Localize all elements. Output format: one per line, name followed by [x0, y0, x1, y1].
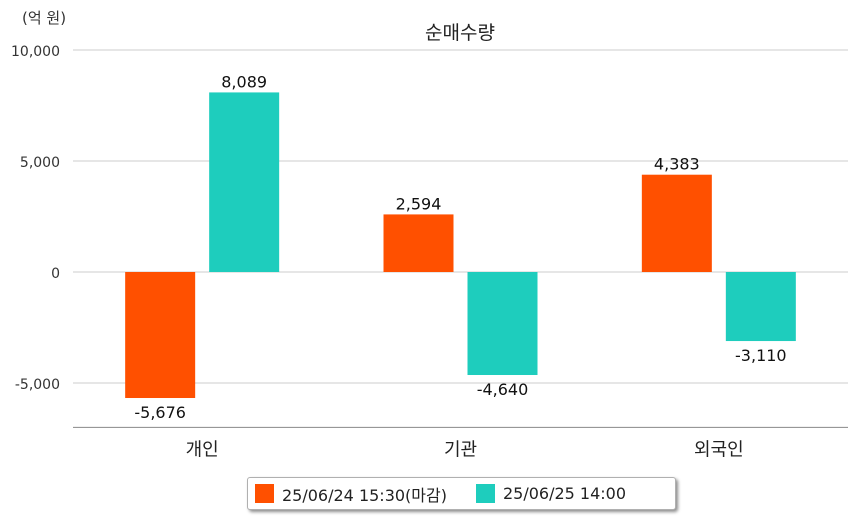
- legend-label-series-2: 25/06/25 14:00: [502, 484, 627, 503]
- y-tick-label: 5,000: [20, 155, 60, 171]
- x-tick-label: 기관: [444, 439, 477, 460]
- data-label: -3,110: [735, 346, 787, 365]
- legend-swatch-series-2: [475, 484, 495, 503]
- y-tick-label: 0: [51, 266, 60, 282]
- x-tick-label: 외국인: [694, 439, 744, 460]
- data-label: -4,640: [477, 380, 529, 399]
- legend-label-series-1: 25/06/24 15:30(마감): [282, 485, 447, 505]
- legend-item-series-1[interactable]: 25/06/24 15:30(마감): [255, 482, 447, 506]
- legend-item-series-2[interactable]: 25/06/25 14:00: [475, 484, 627, 503]
- y-tick-label: -5,000: [15, 377, 60, 393]
- legend-swatch-series-1: [255, 484, 274, 503]
- data-label: 4,383: [654, 155, 700, 174]
- y-tick-label: 10,000: [11, 44, 60, 60]
- legend: 25/06/24 15:30(마감) 25/06/25 14:00: [247, 477, 676, 510]
- x-tick-label: 개인: [186, 439, 219, 460]
- bar: [125, 272, 196, 399]
- chart-title: 순매수량: [425, 22, 495, 44]
- bar: [467, 272, 538, 376]
- unit-label: (억 원): [22, 9, 67, 27]
- bar: [641, 174, 712, 272]
- bar-chart: 10,000 5,000 0 -5,000 -5,676 8,089 개인 2,594 -4,6…: [11, 44, 848, 460]
- data-label: 2,594: [396, 194, 442, 213]
- bar: [383, 214, 454, 272]
- data-label: 8,089: [221, 72, 267, 91]
- bar: [209, 92, 280, 273]
- bar: [725, 272, 796, 342]
- data-label: -5,676: [134, 403, 186, 422]
